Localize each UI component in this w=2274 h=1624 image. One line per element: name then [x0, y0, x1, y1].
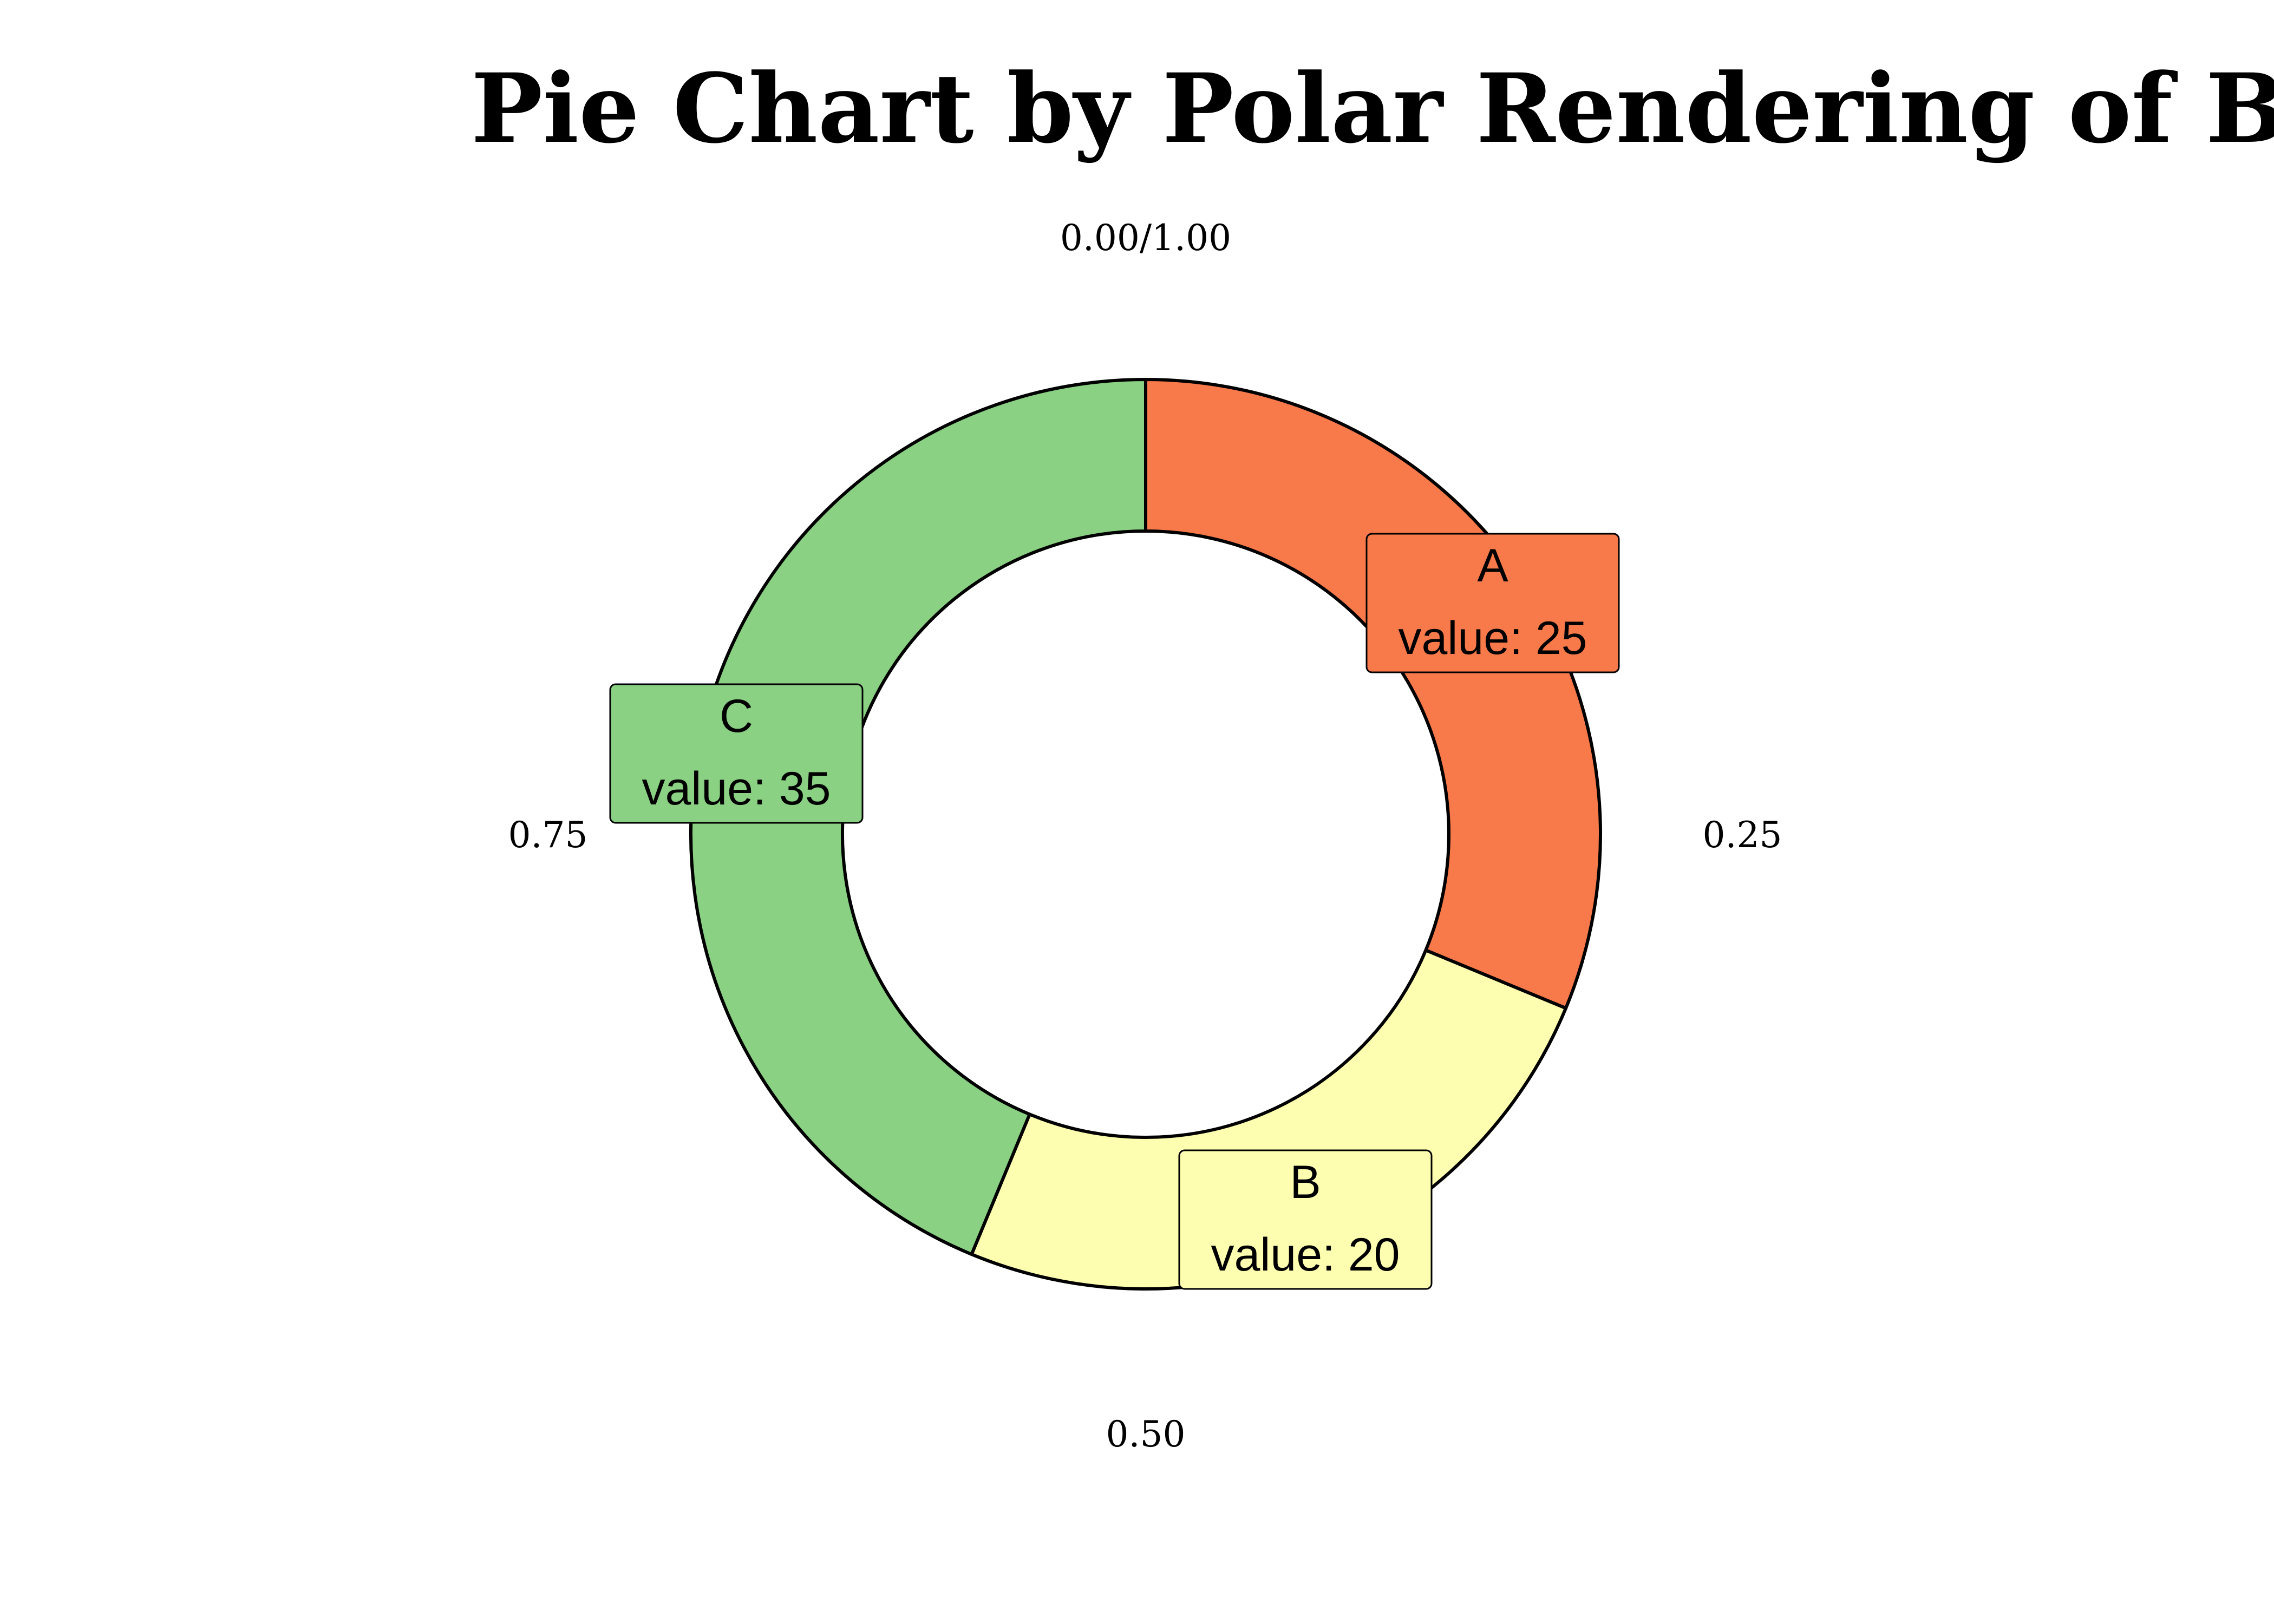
slice-label-value: value: 25 — [1398, 612, 1587, 664]
tick-label: 0.00/1.00 — [1060, 217, 1231, 259]
slice-label-name: A — [1477, 540, 1508, 592]
slice-a — [1144, 378, 1602, 1010]
chart-title: Pie Chart by Polar Rendering of Bar Char — [471, 53, 2274, 165]
slice-c — [689, 378, 1147, 1256]
slice-label-name: C — [720, 690, 753, 742]
slice-b — [970, 948, 1568, 1291]
angle-tick-labels: 0.00/1.00 0.25 0.50 0.75 — [508, 217, 1782, 1455]
slice-label-value: value: 20 — [1211, 1229, 1400, 1281]
slice-label-name: B — [1290, 1156, 1321, 1208]
tick-label: 0.25 — [1703, 814, 1782, 856]
tick-label: 0.75 — [508, 814, 588, 856]
tick-label: 0.50 — [1106, 1413, 1186, 1455]
donut-slices — [689, 378, 1602, 1291]
slice-label-value: value: 35 — [642, 763, 831, 815]
